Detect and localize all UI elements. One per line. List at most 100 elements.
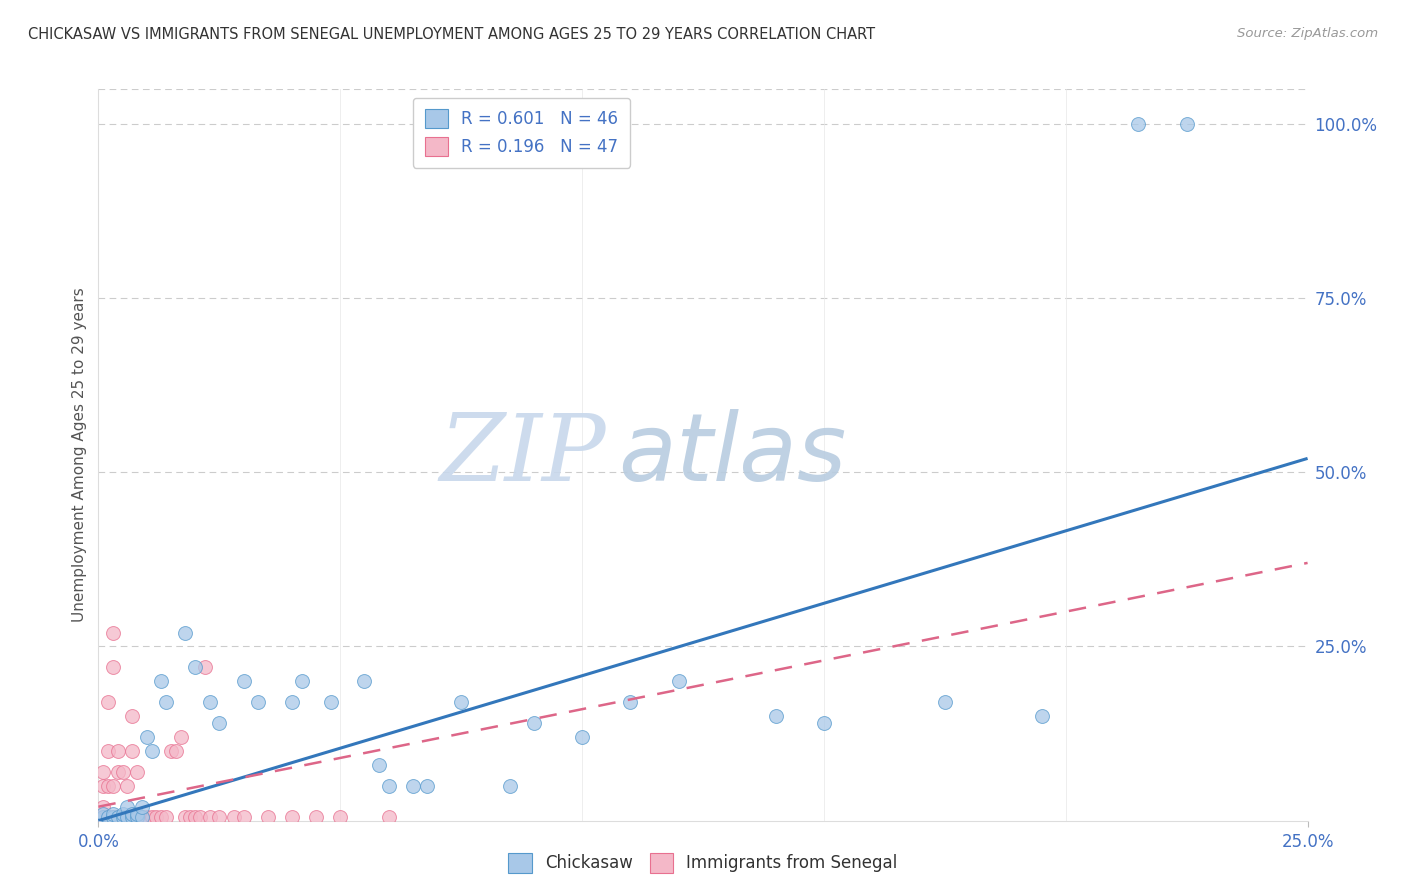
Point bbox=[91, 799, 114, 814]
Point bbox=[101, 660, 124, 674]
Point bbox=[127, 810, 149, 824]
Point bbox=[121, 806, 143, 821]
Point bbox=[117, 779, 139, 793]
Point bbox=[121, 810, 143, 824]
Point bbox=[169, 730, 191, 744]
Point bbox=[1128, 117, 1150, 131]
Point bbox=[416, 779, 439, 793]
Point bbox=[174, 810, 197, 824]
Point bbox=[281, 810, 304, 824]
Point bbox=[1175, 117, 1198, 131]
Point bbox=[813, 716, 835, 731]
Text: Source: ZipAtlas.com: Source: ZipAtlas.com bbox=[1237, 27, 1378, 40]
Point bbox=[368, 758, 391, 772]
Point bbox=[377, 810, 399, 824]
Point bbox=[107, 764, 129, 779]
Point bbox=[208, 716, 231, 731]
Point bbox=[127, 810, 149, 824]
Point bbox=[184, 660, 207, 674]
Point bbox=[135, 730, 157, 744]
Point bbox=[305, 810, 328, 824]
Point bbox=[111, 810, 134, 824]
Point bbox=[91, 810, 114, 824]
Point bbox=[101, 810, 124, 824]
Point bbox=[97, 695, 120, 709]
Point bbox=[319, 695, 342, 709]
Point bbox=[668, 674, 690, 689]
Point bbox=[117, 810, 139, 824]
Point bbox=[91, 806, 114, 821]
Point bbox=[141, 810, 163, 824]
Point bbox=[222, 810, 245, 824]
Point bbox=[198, 810, 221, 824]
Point bbox=[232, 674, 254, 689]
Point bbox=[131, 810, 153, 824]
Point bbox=[377, 779, 399, 793]
Point bbox=[111, 764, 134, 779]
Point bbox=[198, 695, 221, 709]
Point bbox=[188, 810, 211, 824]
Point bbox=[155, 695, 177, 709]
Point bbox=[571, 730, 593, 744]
Point bbox=[232, 810, 254, 824]
Point bbox=[111, 810, 134, 824]
Legend: Chickasaw, Immigrants from Senegal: Chickasaw, Immigrants from Senegal bbox=[502, 847, 904, 880]
Point bbox=[101, 810, 124, 824]
Point bbox=[247, 695, 270, 709]
Point bbox=[402, 779, 425, 793]
Point bbox=[765, 709, 787, 723]
Point bbox=[141, 744, 163, 758]
Point bbox=[1031, 709, 1053, 723]
Point bbox=[127, 764, 149, 779]
Point bbox=[184, 810, 207, 824]
Point bbox=[281, 695, 304, 709]
Point bbox=[135, 810, 157, 824]
Point bbox=[107, 744, 129, 758]
Point bbox=[101, 806, 124, 821]
Point bbox=[145, 810, 167, 824]
Point bbox=[131, 799, 153, 814]
Point bbox=[179, 810, 201, 824]
Point bbox=[353, 674, 375, 689]
Point bbox=[121, 709, 143, 723]
Point bbox=[256, 810, 278, 824]
Point bbox=[131, 810, 153, 824]
Point bbox=[150, 810, 173, 824]
Text: ZIP: ZIP bbox=[440, 410, 606, 500]
Point bbox=[101, 625, 124, 640]
Point bbox=[329, 810, 352, 824]
Point bbox=[619, 695, 641, 709]
Point bbox=[107, 810, 129, 824]
Point bbox=[91, 779, 114, 793]
Point bbox=[155, 810, 177, 824]
Point bbox=[498, 779, 520, 793]
Point bbox=[121, 810, 143, 824]
Point bbox=[117, 799, 139, 814]
Legend: R = 0.601   N = 46, R = 0.196   N = 47: R = 0.601 N = 46, R = 0.196 N = 47 bbox=[413, 97, 630, 168]
Point bbox=[107, 810, 129, 824]
Point bbox=[523, 716, 546, 731]
Text: CHICKASAW VS IMMIGRANTS FROM SENEGAL UNEMPLOYMENT AMONG AGES 25 TO 29 YEARS CORR: CHICKASAW VS IMMIGRANTS FROM SENEGAL UNE… bbox=[28, 27, 876, 42]
Point bbox=[194, 660, 217, 674]
Point bbox=[97, 810, 120, 824]
Point bbox=[450, 695, 472, 709]
Point bbox=[91, 764, 114, 779]
Point bbox=[290, 674, 312, 689]
Point bbox=[91, 810, 114, 824]
Point bbox=[160, 744, 183, 758]
Point bbox=[127, 806, 149, 821]
Point bbox=[150, 674, 173, 689]
Point bbox=[97, 810, 120, 824]
Y-axis label: Unemployment Among Ages 25 to 29 years: Unemployment Among Ages 25 to 29 years bbox=[72, 287, 87, 623]
Text: atlas: atlas bbox=[619, 409, 846, 500]
Point bbox=[111, 806, 134, 821]
Point bbox=[934, 695, 956, 709]
Point bbox=[174, 625, 197, 640]
Point bbox=[97, 744, 120, 758]
Point bbox=[101, 779, 124, 793]
Point bbox=[208, 810, 231, 824]
Point bbox=[97, 779, 120, 793]
Point bbox=[121, 744, 143, 758]
Point bbox=[165, 744, 187, 758]
Point bbox=[117, 810, 139, 824]
